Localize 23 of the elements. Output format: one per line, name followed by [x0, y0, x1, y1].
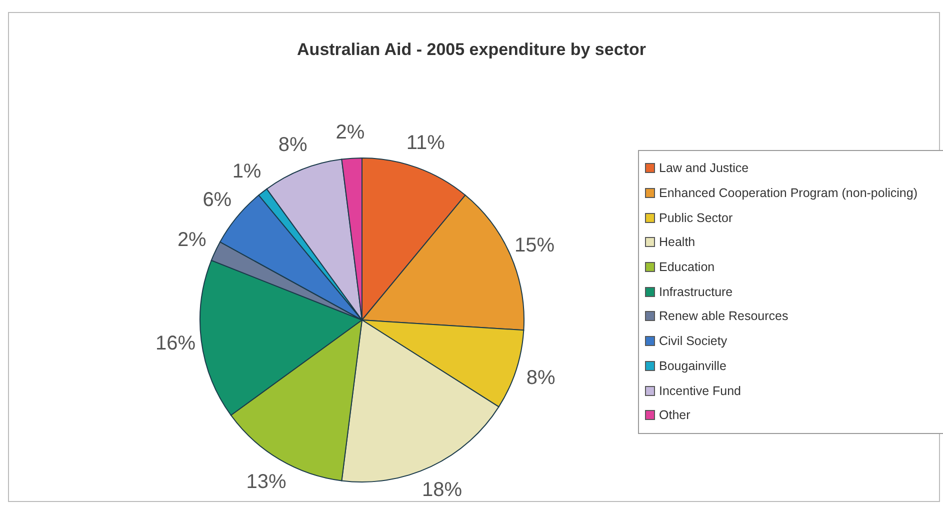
data-label: 16%: [155, 332, 196, 355]
data-label: 8%: [278, 134, 308, 156]
data-label: 11%: [406, 132, 446, 154]
legend-label: Law and Justice: [659, 161, 749, 176]
legend-label: Education: [659, 260, 715, 274]
legend-label: Other: [659, 408, 690, 422]
legend-label: Health: [659, 235, 696, 250]
legend-label: Public Sector: [659, 210, 733, 225]
legend-label: Enhanced Cooperation Program (non-policing): [659, 186, 918, 200]
data-label: 8%: [526, 367, 556, 390]
data-label: 15%: [514, 234, 555, 256]
chart-title: Australian Aid - 2005 expenditure by sector: [296, 40, 647, 60]
data-label: 2%: [336, 121, 365, 144]
legend-label: Civil Society: [659, 334, 728, 348]
legend-label: Bougainville: [659, 358, 726, 373]
data-label: 13%: [246, 470, 287, 493]
legend-label: Infrastructure: [659, 284, 733, 299]
legend-label: Renew able Resources: [659, 309, 788, 324]
legend-label: Incentive Fund: [659, 384, 741, 398]
data-label: 18%: [422, 479, 462, 502]
data-label: 1%: [232, 160, 262, 182]
data-label: 2%: [177, 228, 207, 251]
data-label: 6%: [202, 189, 232, 212]
